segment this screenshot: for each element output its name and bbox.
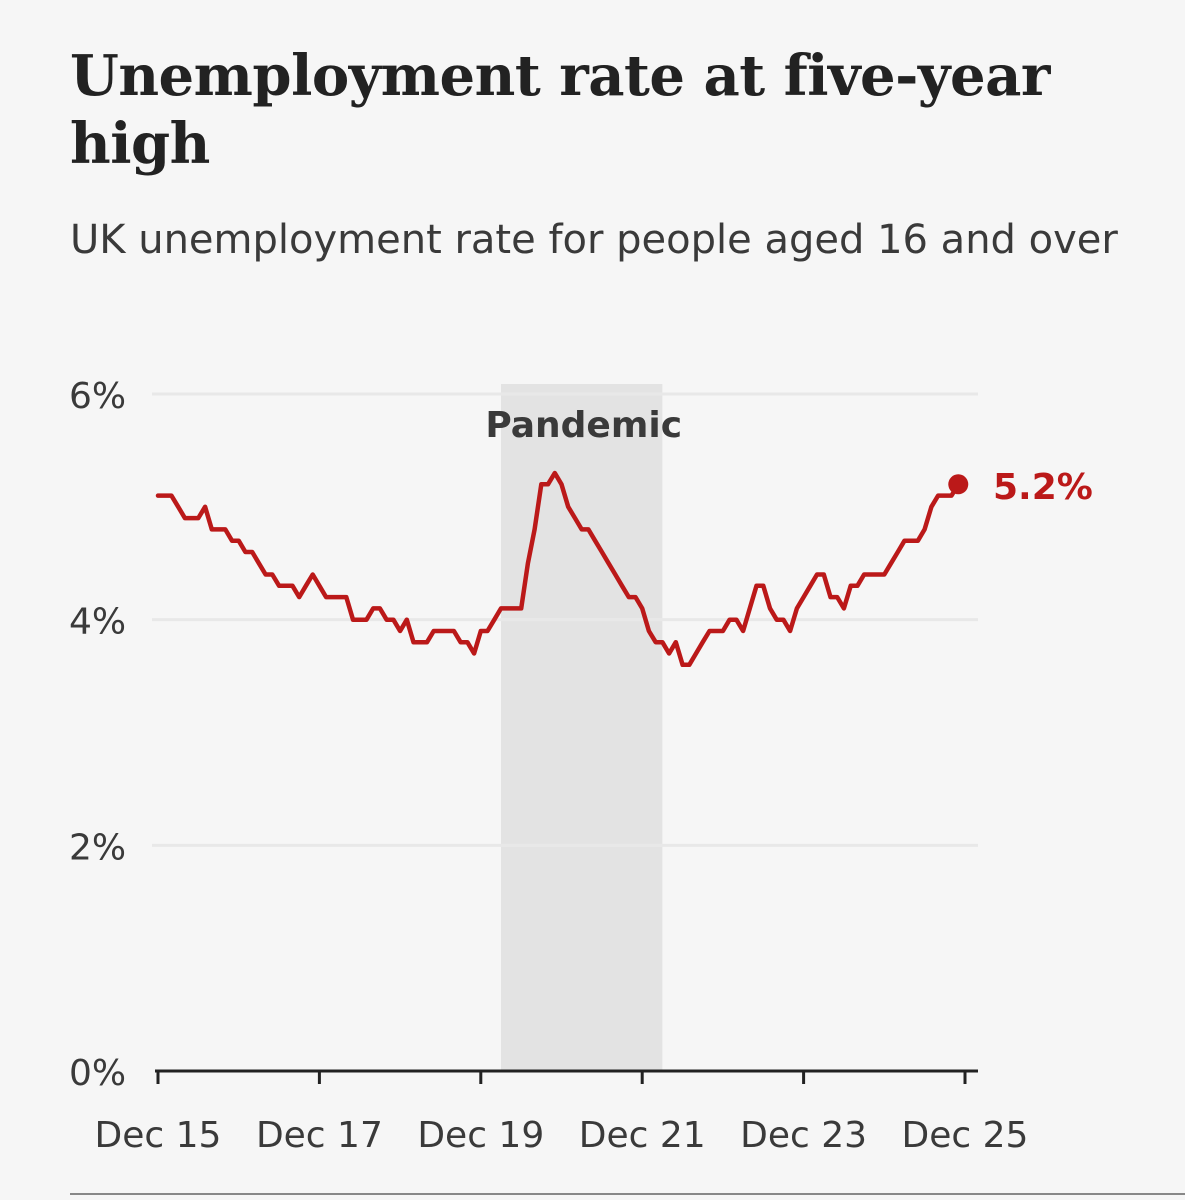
x-tick-label: Dec 19	[417, 1115, 544, 1156]
x-tick-label: Dec 23	[740, 1115, 867, 1156]
series-line	[155, 470, 961, 668]
pandemic-band	[500, 384, 663, 1071]
bottom-divider	[70, 1193, 1185, 1195]
pandemic-label: Pandemic	[485, 405, 682, 446]
x-tick-label: Dec 25	[902, 1115, 1029, 1156]
y-tick-label: 6%	[69, 376, 126, 417]
end-value-label: 5.2%	[993, 467, 1093, 508]
x-tick-label: Dec 15	[95, 1115, 222, 1156]
x-tick-label: Dec 21	[579, 1115, 706, 1156]
chart-subtitle: UK unemployment rate for people aged 16 …	[70, 217, 1118, 263]
y-tick-label: 4%	[69, 602, 126, 643]
y-tick-label: 2%	[69, 827, 126, 868]
x-tick-label: Dec 17	[256, 1115, 383, 1156]
end-point-marker	[948, 474, 969, 495]
y-tick-label: 0%	[69, 1053, 126, 1094]
chart-title: Unemployment rate at five-year high	[70, 43, 1050, 177]
